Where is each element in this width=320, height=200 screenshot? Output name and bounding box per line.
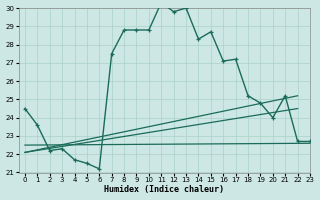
X-axis label: Humidex (Indice chaleur): Humidex (Indice chaleur): [104, 185, 224, 194]
